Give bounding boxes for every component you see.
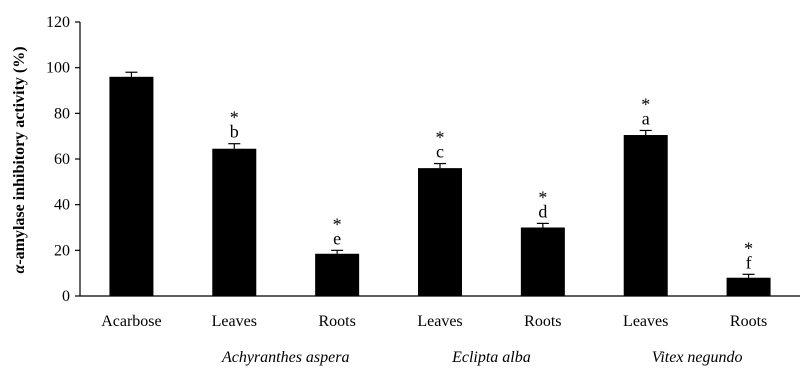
bar xyxy=(726,277,771,296)
x-tick-label: Leaves xyxy=(623,313,668,330)
group-label: Achyranthes aspera xyxy=(221,349,350,366)
y-axis-label-text: -amylase inhibitory activity (%) xyxy=(11,46,28,264)
significance-letter: b xyxy=(230,122,239,142)
x-tick-label: Acarbose xyxy=(101,313,161,330)
y-tick-label: 120 xyxy=(46,14,70,31)
group-label: Eclipta alba xyxy=(451,349,531,366)
y-tick-label: 100 xyxy=(46,60,70,77)
significance-letter: d xyxy=(538,201,547,221)
bar xyxy=(315,253,360,296)
significance-star: * xyxy=(333,214,342,234)
y-axis-label-greek: α xyxy=(11,264,28,274)
y-tick-label: 0 xyxy=(62,288,70,305)
x-axis: Acarbose Leaves Roots Leaves Roots Leaves Root… xyxy=(80,295,800,330)
significance-star: * xyxy=(230,108,239,128)
significance-letter: f xyxy=(746,252,752,272)
y-tick-label: 20 xyxy=(54,242,70,259)
significance-star: * xyxy=(538,187,547,207)
group-labels: Achyranthes aspera Eclipta alba Vitex negu… xyxy=(221,349,743,366)
significance-letter: a xyxy=(642,108,650,128)
bar xyxy=(418,168,462,296)
significance-letter: c xyxy=(436,142,444,162)
x-tick-label: Leaves xyxy=(212,313,257,330)
bar xyxy=(623,135,668,296)
x-tick-label: Leaves xyxy=(417,313,462,330)
y-axis-label: α-amylase inhibitory activity (%) xyxy=(11,46,28,273)
bar xyxy=(109,76,154,296)
group-label: Vitex negundo xyxy=(652,349,743,366)
y-axis: 0 20 40 60 80 100 120 xyxy=(46,14,81,305)
y-tick-label: 40 xyxy=(54,197,70,214)
y-tick-label: 60 xyxy=(54,151,70,168)
significance-star: * xyxy=(744,238,753,258)
x-tick-label: Roots xyxy=(524,313,561,330)
bar xyxy=(520,227,565,296)
x-tick-label: Roots xyxy=(730,313,767,330)
y-tick-label: 80 xyxy=(54,105,70,122)
significance-letter: e xyxy=(333,228,341,248)
significance-star: * xyxy=(641,94,650,114)
bars: b*e*c*d*a*f* xyxy=(109,71,771,296)
significance-star: * xyxy=(436,128,445,148)
bar xyxy=(212,148,257,296)
x-tick-label: Roots xyxy=(318,313,355,330)
